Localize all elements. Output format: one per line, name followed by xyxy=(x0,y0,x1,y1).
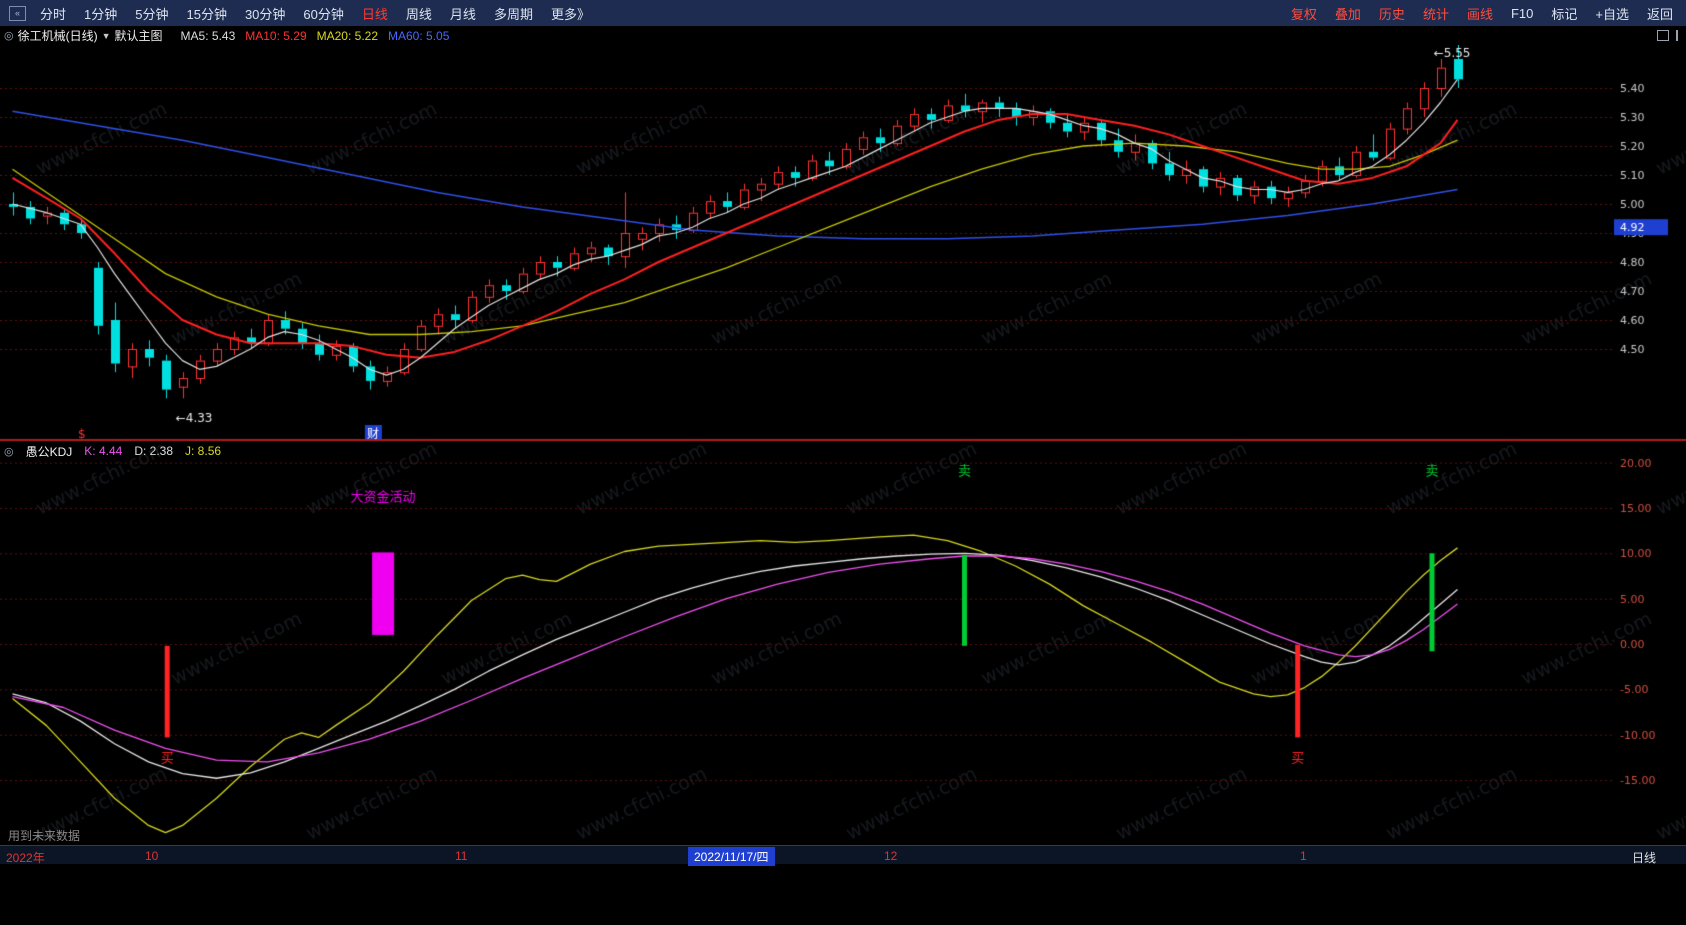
maximize-panel-icon[interactable] xyxy=(1657,30,1669,41)
split-panel-icon[interactable] xyxy=(1676,30,1678,41)
f10-button[interactable]: F10 xyxy=(1510,5,1534,21)
menu-item-60min[interactable]: 60分钟 xyxy=(303,6,344,22)
stock-icon: ◎ xyxy=(4,30,14,42)
indicator-title[interactable]: 愚公KDJ xyxy=(25,444,73,459)
menu-item-5min[interactable]: 5分钟 xyxy=(135,6,169,22)
stats-button[interactable]: 统计 xyxy=(1422,6,1449,22)
adjust-price-button[interactable]: 复权 xyxy=(1290,6,1317,22)
menu-item-30min[interactable]: 30分钟 xyxy=(244,6,286,22)
top-menubar: « 分时 1分钟 5分钟 15分钟 30分钟 60分钟 日线 周线 月线 多周期… xyxy=(0,0,1686,26)
kdj-header: ◎ 愚公KDJ K: 4.44 D: 2.38 J: 8.56 xyxy=(0,444,222,459)
menu-item-daily[interactable]: 日线 xyxy=(361,6,388,22)
overlay-button[interactable]: 叠加 xyxy=(1334,6,1361,22)
kdj-k-value: K: 4.44 xyxy=(84,444,123,458)
back-button[interactable]: 返回 xyxy=(1646,6,1673,22)
header-window-icons xyxy=(1657,30,1678,41)
history-button[interactable]: 历史 xyxy=(1378,6,1405,22)
timeline-month-11: 11 xyxy=(455,849,468,863)
main-overlay-label[interactable]: 默认主图 xyxy=(114,29,163,43)
timeline-month-1: 1 xyxy=(1300,849,1307,863)
timeline-month-12: 12 xyxy=(884,849,898,863)
timeline-year: 2022年 xyxy=(6,851,45,865)
stock-title[interactable]: 徐工机械(日线) xyxy=(17,29,98,43)
menu-item-multi-period[interactable]: 多周期 xyxy=(493,6,533,22)
timeline-month-10: 10 xyxy=(145,849,159,863)
kdj-j-value: J: 8.56 xyxy=(185,444,222,458)
ma5-value: MA5: 5.43 xyxy=(180,28,236,43)
main-chart-header: ◎ 徐工机械(日线) ▼ 默认主图 MA5: 5.43 MA10: 5.29 M… xyxy=(0,26,1686,45)
menu-item-1min[interactable]: 1分钟 xyxy=(84,6,118,22)
menu-item-more[interactable]: 更多》 xyxy=(550,6,590,22)
chevron-down-icon[interactable]: ▼ xyxy=(101,30,111,41)
period-label: 日线 xyxy=(1632,851,1657,865)
timeline-bar[interactable]: 2022年 10 11 2022/11/17/四 12 1 日线 xyxy=(0,845,1686,866)
menu-item-15min[interactable]: 15分钟 xyxy=(186,6,227,22)
kdj-d-value: D: 2.38 xyxy=(134,444,174,458)
draw-line-button[interactable]: 画线 xyxy=(1466,6,1493,22)
add-watchlist-button[interactable]: +自选 xyxy=(1595,6,1629,22)
ma20-value: MA20: 5.22 xyxy=(316,28,378,43)
panel-toggle-icon[interactable]: « xyxy=(9,5,26,21)
mark-button[interactable]: 标记 xyxy=(1551,6,1578,22)
menu-item-monthly[interactable]: 月线 xyxy=(449,6,476,22)
indicator-icon[interactable]: ◎ xyxy=(4,445,14,458)
ma10-value: MA10: 5.29 xyxy=(245,28,307,43)
menu-item-weekly[interactable]: 周线 xyxy=(405,6,432,22)
menu-item-time-sharing[interactable]: 分时 xyxy=(40,6,67,22)
future-data-note: 用到未来数据 xyxy=(8,829,81,843)
timeline-date-highlight: 2022/11/17/四 xyxy=(688,847,775,866)
ma60-value: MA60: 5.05 xyxy=(388,28,450,43)
menubar-right-group: 复权 叠加 历史 统计 画线 F10 标记 +自选 返回 xyxy=(1282,4,1682,23)
price-kdj-chart-canvas[interactable] xyxy=(0,45,1686,845)
